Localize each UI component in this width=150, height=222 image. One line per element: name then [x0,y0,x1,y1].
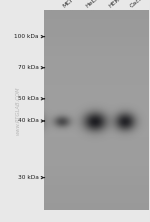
Text: 40 kDa: 40 kDa [18,119,39,123]
Text: MCF-7: MCF-7 [61,0,80,9]
Text: HeLa: HeLa [85,0,100,9]
Text: www.PTGLAB.COM: www.PTGLAB.COM [15,87,21,135]
Text: Caco-2: Caco-2 [129,0,149,9]
Text: 30 kDa: 30 kDa [18,175,39,180]
Text: 50 kDa: 50 kDa [18,96,39,101]
Text: 100 kDa: 100 kDa [15,34,39,39]
Text: HEK-293: HEK-293 [108,0,131,9]
FancyBboxPatch shape [44,10,149,210]
Text: 70 kDa: 70 kDa [18,65,39,70]
